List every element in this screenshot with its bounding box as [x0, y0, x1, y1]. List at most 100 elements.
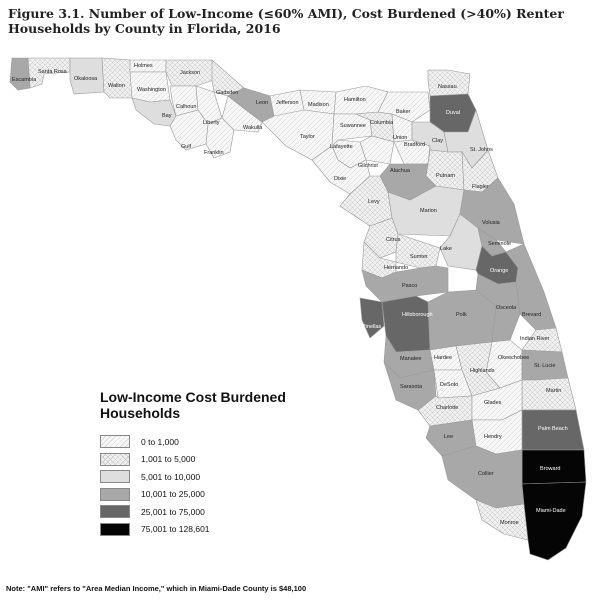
county-label-calhoun: Calhoun	[176, 104, 197, 110]
county-label-washington: Washington	[137, 87, 166, 93]
county-label-okeechobee: Okeechobee	[498, 355, 529, 361]
county-label-gadsden: Gadsden	[216, 90, 238, 96]
county-label-holmes: Holmes	[134, 63, 153, 69]
county-walton	[101, 57, 133, 99]
county-label-hamilton: Hamilton	[344, 97, 366, 103]
county-label-orange: Orange	[490, 268, 508, 274]
county-label-taylor: Taylor	[300, 134, 315, 140]
county-label-sarasota: Sarasota	[400, 384, 423, 390]
county-escambia	[9, 57, 31, 91]
county-label-alachua: Alachua	[390, 168, 411, 174]
county-label-charlotte: Charlotte	[436, 405, 458, 411]
county-label-suwannee: Suwannee	[340, 123, 366, 129]
county-bay	[131, 97, 177, 127]
county-label-hendry: Hendry	[484, 434, 502, 440]
legend-label: 5,001 to 10,000	[141, 471, 201, 482]
legend-item: 5,001 to 10,000	[100, 468, 330, 485]
county-label-jackson: Jackson	[180, 70, 200, 76]
county-label-wakulla: Wakulla	[243, 125, 263, 131]
legend-swatch	[100, 470, 130, 483]
county-label-st-lucie: St. Lucie	[534, 363, 555, 369]
county-label-hernando: Hernando	[384, 265, 408, 271]
legend-swatch	[100, 522, 130, 536]
map-legend: Low-Income Cost Burdened Households 0 to…	[100, 389, 330, 538]
county-label-baker: Baker	[396, 109, 411, 115]
county-label-pasco: Pasco	[402, 283, 417, 289]
county-label-hardee: Hardee	[434, 355, 452, 361]
county-label-liberty: Liberty	[203, 120, 220, 126]
county-label-highlands: Highlands	[470, 368, 495, 374]
figure-title: Figure 3.1. Number of Low-Income (≤60% A…	[8, 6, 564, 36]
county-label-broward: Broward	[540, 466, 560, 472]
county-label-leon: Leon	[256, 100, 268, 106]
county-label-putnam: Putnam	[436, 173, 455, 179]
county-label-lee: Lee	[444, 434, 453, 440]
county-polk	[427, 289, 497, 351]
legend-swatch	[100, 505, 130, 518]
county-label-columbia: Columbia	[370, 120, 394, 126]
county-label-pinellas: Pinellas	[362, 324, 382, 330]
legend-item: 0 to 1,000	[100, 433, 330, 450]
county-label-indian-river: Indian River	[520, 336, 550, 342]
legend-swatch	[100, 452, 130, 466]
county-label-osceola: Osceola	[496, 305, 517, 311]
county-label-marion: Marion	[420, 208, 437, 214]
county-label-st-johns: St. Johns	[470, 147, 493, 153]
legend-label: 1,001 to 5,000	[141, 454, 196, 464]
county-label-levy: Levy	[368, 199, 380, 205]
county-label-miami-dade: Miami-Dade	[536, 508, 566, 514]
county-miami-dade	[521, 481, 587, 561]
county-label-gilchrist: Gilchrist	[358, 163, 378, 169]
county-label-jefferson: Jefferson	[276, 100, 299, 106]
legend-swatch	[100, 487, 130, 501]
county-label-polk: Polk	[456, 312, 467, 318]
county-label-brevard: Brevard	[522, 312, 541, 318]
legend-item: 10,001 to 25,000	[100, 486, 330, 503]
county-label-citrus: Citrus	[386, 237, 401, 243]
county-label-walton: Walton	[108, 83, 125, 89]
county-pinellas	[359, 297, 385, 339]
county-label-manatee: Manatee	[400, 356, 421, 362]
county-label-sumter: Sumter	[410, 254, 428, 260]
legend-label: 0 to 1,000	[141, 436, 179, 447]
county-collier	[441, 445, 525, 509]
county-label-madison: Madison	[308, 102, 329, 108]
legend-label: 25,001 to 75,000	[141, 506, 205, 517]
footnote: Note: "AMI" refers to "Area Median Incom…	[6, 584, 307, 593]
county-label-okaloosa: Okaloosa	[74, 76, 98, 82]
county-label-volusia: Volusia	[482, 220, 501, 226]
county-label-flagler: Flagler	[472, 184, 489, 190]
county-martin	[521, 377, 577, 411]
county-label-martin: Martin	[546, 388, 561, 394]
county-label-collier: Collier	[478, 471, 494, 477]
legend-label: 10,001 to 25,000	[141, 489, 205, 499]
county-label-lake: Lake	[440, 246, 452, 252]
county-label-desoto: DeSoto	[440, 382, 458, 388]
legend-item: 25,001 to 75,000	[100, 503, 330, 520]
county-label-monroe: Monroe	[500, 520, 519, 526]
county-label-nassau: Nassau	[438, 84, 457, 90]
county-gadsden	[211, 59, 245, 97]
legend-swatch	[100, 435, 130, 448]
county-label-duval: Duval	[446, 110, 460, 116]
county-label-santa-rosa: Santa Rosa	[38, 69, 68, 75]
county-okaloosa	[69, 57, 105, 95]
county-label-franklin: Franklin	[204, 150, 224, 156]
county-label-clay: Clay	[432, 138, 443, 144]
county-label-escambia: Escambia	[12, 77, 37, 83]
florida-county-map: Escambia Santa Rosa Okaloosa Walton Holmes Wa…	[0, 40, 598, 600]
county-gilchrist	[359, 135, 395, 165]
county-nassau	[427, 69, 471, 97]
legend-items: 0 to 1,000 1,001 to 5,000 5,001 to 10,000 1…	[100, 433, 330, 538]
county-label-lafayette: Lafayette	[330, 144, 353, 150]
legend-item: 75,001 to 128,601	[100, 521, 330, 538]
legend-title: Low-Income Cost Burdened Households	[100, 389, 286, 421]
county-label-bay: Bay	[162, 113, 172, 119]
county-label-palm-beach: Palm Beach	[538, 426, 568, 432]
county-label-glades: Glades	[484, 400, 502, 406]
county-label-seminole: Seminole	[488, 241, 511, 247]
county-label-hillsborough: Hillsborough	[402, 312, 433, 318]
county-label-gulf: Gulf	[181, 144, 192, 150]
legend-label: 75,001 to 128,601	[141, 524, 210, 534]
